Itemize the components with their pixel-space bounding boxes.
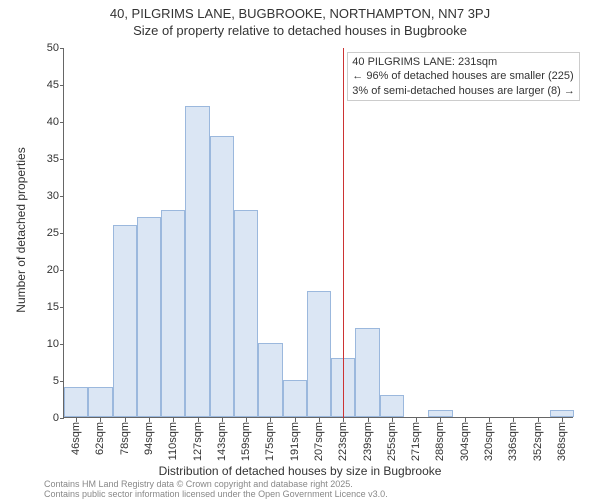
x-tick-label: 288sqm — [434, 422, 446, 461]
y-tick-mark — [60, 381, 64, 382]
x-axis-label: Distribution of detached houses by size … — [0, 464, 600, 478]
y-tick-label: 15 — [34, 301, 59, 313]
footer-attribution: Contains HM Land Registry data © Crown c… — [44, 480, 388, 500]
x-tick-label: 78sqm — [119, 422, 131, 455]
histogram-bar — [161, 210, 185, 417]
histogram-bar — [137, 217, 161, 417]
x-tick-label: 320sqm — [483, 422, 495, 461]
footer-line2: Contains public sector information licen… — [44, 490, 388, 500]
y-tick-mark — [60, 344, 64, 345]
y-tick-label: 0 — [34, 412, 59, 424]
x-tick-label: 368sqm — [556, 422, 568, 461]
x-tick-label: 110sqm — [167, 422, 179, 460]
y-tick-mark — [60, 48, 64, 49]
x-tick-label: 255sqm — [386, 422, 398, 461]
histogram-bar — [234, 210, 258, 417]
chart-area: 0510152025303540455046sqm62sqm78sqm94sqm… — [63, 48, 573, 418]
histogram-bar — [64, 387, 88, 417]
x-tick-label: 175sqm — [264, 422, 276, 461]
x-tick-label: 304sqm — [459, 422, 471, 461]
histogram-bar — [380, 395, 404, 417]
x-tick-label: 336sqm — [507, 422, 519, 461]
x-tick-label: 352sqm — [532, 422, 544, 461]
y-tick-label: 35 — [34, 153, 59, 165]
histogram-bar — [113, 225, 137, 417]
annotation-line: 3% of semi-detached houses are larger (8… — [352, 84, 575, 98]
y-tick-label: 20 — [34, 264, 59, 276]
x-tick-label: 223sqm — [337, 422, 349, 461]
histogram-bar — [88, 387, 112, 417]
x-tick-label: 46sqm — [70, 422, 82, 455]
histogram-bar — [210, 136, 234, 417]
histogram-bar — [258, 343, 282, 417]
x-tick-label: 159sqm — [240, 422, 252, 461]
y-tick-mark — [60, 85, 64, 86]
annotation-line: ← 96% of detached houses are smaller (22… — [352, 69, 575, 83]
histogram-bar — [283, 380, 307, 417]
x-tick-label: 271sqm — [410, 422, 422, 461]
histogram-bar — [355, 328, 379, 417]
y-tick-label: 45 — [34, 79, 59, 91]
chart-title-line2: Size of property relative to detached ho… — [0, 23, 600, 40]
property-annotation: 40 PILGRIMS LANE: 231sqm← 96% of detache… — [347, 52, 580, 101]
histogram-bar — [550, 410, 574, 417]
x-tick-label: 127sqm — [192, 422, 204, 461]
y-tick-label: 40 — [34, 116, 59, 128]
y-tick-mark — [60, 418, 64, 419]
histogram-bar — [307, 291, 331, 417]
x-tick-label: 143sqm — [216, 422, 228, 461]
y-tick-mark — [60, 307, 64, 308]
histogram-bar — [428, 410, 452, 417]
annotation-line: 40 PILGRIMS LANE: 231sqm — [352, 55, 575, 69]
y-tick-label: 5 — [34, 375, 59, 387]
y-tick-mark — [60, 270, 64, 271]
x-tick-label: 62sqm — [94, 422, 106, 455]
y-tick-label: 25 — [34, 227, 59, 239]
chart-title-line1: 40, PILGRIMS LANE, BUGBROOKE, NORTHAMPTO… — [0, 6, 600, 23]
y-tick-label: 10 — [34, 338, 59, 350]
plot-region: 0510152025303540455046sqm62sqm78sqm94sqm… — [63, 48, 573, 418]
x-tick-label: 207sqm — [313, 422, 325, 461]
y-tick-mark — [60, 122, 64, 123]
y-tick-label: 30 — [34, 190, 59, 202]
y-tick-mark — [60, 159, 64, 160]
x-tick-label: 239sqm — [362, 422, 374, 461]
y-tick-mark — [60, 196, 64, 197]
y-tick-mark — [60, 233, 64, 234]
x-tick-label: 191sqm — [289, 422, 301, 461]
histogram-bar — [185, 106, 209, 417]
x-tick-label: 94sqm — [143, 422, 155, 455]
y-axis-label: Number of detached properties — [14, 147, 28, 312]
y-tick-label: 50 — [34, 42, 59, 54]
property-marker-line — [343, 48, 344, 418]
